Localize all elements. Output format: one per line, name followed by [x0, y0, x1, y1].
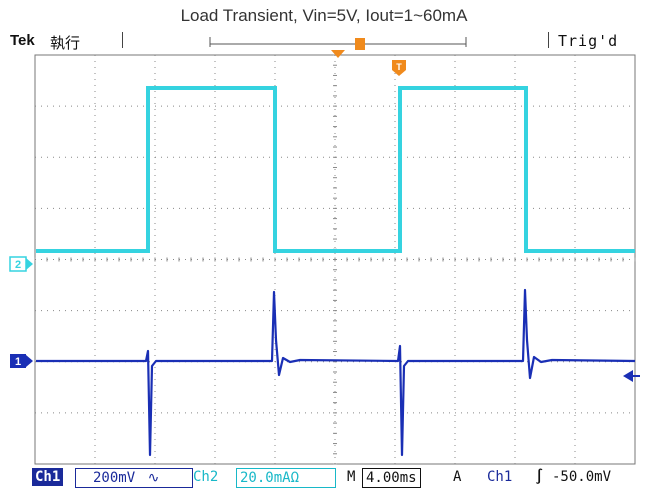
- trigger-source: Ch1: [487, 469, 513, 485]
- svg-text:2: 2: [15, 259, 21, 271]
- scope-status-bar: Tek 執行 Trig'd: [0, 30, 648, 52]
- status-divider: [122, 32, 123, 48]
- ch1-waveform: [36, 288, 636, 457]
- record-window-marker: [355, 38, 365, 50]
- timebase-scale: 4.00ms: [362, 468, 421, 488]
- ch2-ground-marker: 2: [9, 256, 33, 272]
- scope-readout-bar: Ch1 200mV ∿ Ch2 20.0mAΩ M 4.00ms A Ch1 ∫…: [0, 468, 648, 490]
- ch2-label: Ch2: [193, 469, 219, 485]
- svg-text:T: T: [396, 62, 402, 72]
- graticule-grid: [34, 54, 636, 465]
- svg-text:1: 1: [15, 356, 21, 368]
- trigger-level: -50.0mV: [552, 469, 612, 485]
- ch1-ground-marker: 1: [10, 354, 33, 368]
- trigger-t-marker: T: [392, 60, 406, 76]
- rising-edge-icon: ∫: [535, 469, 544, 485]
- trigger-mode: A: [453, 469, 462, 485]
- brand-logo: Tek: [10, 32, 35, 49]
- ch1-scale-readout: 200mV ∿: [75, 468, 193, 488]
- record-position-bar: [209, 37, 467, 50]
- ch2-waveform: [36, 86, 635, 253]
- ac-coupling-icon: ∿: [147, 470, 160, 486]
- plot-title: Load Transient, Vin=5V, Iout=1~60mA: [180, 6, 468, 25]
- timebase-label: M: [347, 469, 356, 485]
- trigger-position-marker: [331, 50, 345, 58]
- trigger-status: Trig'd: [558, 32, 619, 50]
- ch1-scale: 200mV: [93, 470, 136, 486]
- run-state: 執行: [50, 35, 81, 52]
- ch1-label: Ch1: [32, 468, 64, 486]
- status-divider: [548, 32, 549, 48]
- ch2-scale: 20.0mAΩ: [236, 468, 336, 488]
- trigger-level-arrow: [623, 370, 640, 382]
